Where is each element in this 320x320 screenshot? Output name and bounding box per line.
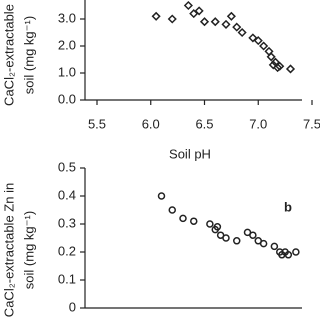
point <box>210 17 220 27</box>
y-tick-label: 0.2 <box>58 243 76 258</box>
x-tick-label: 5.5 <box>88 116 106 131</box>
point <box>190 217 198 225</box>
point <box>237 27 247 38</box>
point <box>253 36 263 46</box>
point <box>233 237 241 245</box>
point <box>189 9 199 19</box>
panel-label: b <box>284 199 292 214</box>
point <box>270 242 279 251</box>
y-tick-label: 0.1 <box>58 271 76 286</box>
point <box>284 251 293 259</box>
point <box>259 41 269 51</box>
point <box>259 239 268 248</box>
point <box>268 60 278 70</box>
point <box>151 11 161 21</box>
point <box>194 6 204 16</box>
point <box>226 11 236 21</box>
y-tick-label: 0.3 <box>58 215 76 230</box>
y-tick-label: 1.0 <box>58 64 76 79</box>
point <box>213 223 222 231</box>
x-tick-label: 6.0 <box>142 116 160 131</box>
y-axis-label: soil (mg kg⁻¹) <box>21 211 36 289</box>
x-axis-label: Soil pH <box>169 146 211 161</box>
point <box>199 17 210 27</box>
point <box>266 52 276 62</box>
y-axis-label: soil (mg kg⁻¹) <box>21 16 36 94</box>
point <box>248 33 258 43</box>
y-tick-label: 0 <box>69 299 76 314</box>
y-tick-label: 0.5 <box>58 159 76 174</box>
point <box>221 19 231 29</box>
point <box>168 206 176 214</box>
x-tick-label: 7.0 <box>249 116 267 131</box>
y-tick-label: 0.0 <box>58 91 76 106</box>
y-axis-label: CaCl₂-extractable <box>1 4 16 106</box>
point <box>167 14 177 24</box>
point <box>292 248 300 256</box>
point <box>275 61 285 71</box>
point <box>206 220 214 228</box>
point <box>157 192 166 200</box>
point <box>232 22 242 32</box>
point <box>249 231 257 239</box>
point <box>273 63 283 73</box>
x-tick-label: 7.5 <box>303 116 320 131</box>
x-tick-label: 6.5 <box>195 116 213 131</box>
point <box>183 0 193 11</box>
y-tick-label: 2.0 <box>58 37 76 52</box>
y-tick-label: 0.4 <box>58 187 76 202</box>
point <box>222 234 230 242</box>
y-tick-label: 3.0 <box>58 10 76 25</box>
y-axis-label: CaCl₂-extractable Zn in <box>1 183 16 317</box>
point <box>285 64 296 74</box>
point <box>179 214 187 223</box>
